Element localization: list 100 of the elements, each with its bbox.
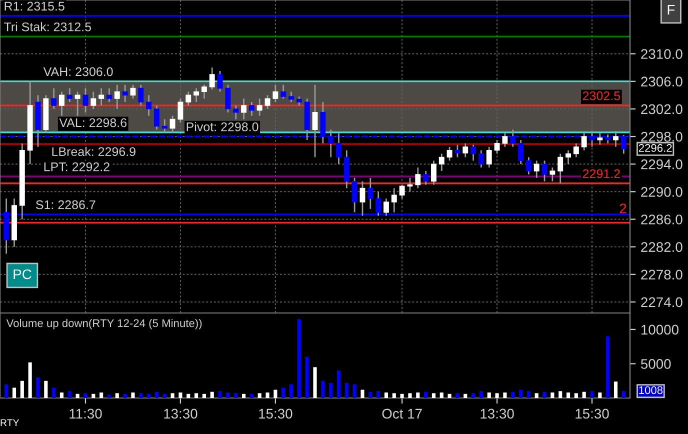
bar [218,391,222,398]
y-tick-label: 2298.0 [641,132,682,142]
y-tick-label: 2290.0 [641,186,682,197]
bar [456,393,460,398]
bar [566,392,570,398]
candlestick [256,98,262,117]
candlestick [423,170,429,186]
bar [519,390,523,398]
bar [511,392,515,398]
candlestick [384,198,389,216]
candlestick [201,84,207,100]
bar [194,393,198,398]
text: 2296.2 [638,144,672,152]
bar [558,391,562,398]
bar [84,393,88,398]
candlestick [573,142,579,158]
candlestick [264,94,270,110]
candlestick [494,139,500,154]
candlestick [566,150,571,165]
bar [266,392,270,398]
bar [598,392,602,398]
candlestick [550,166,556,182]
bar [36,377,40,398]
bar [282,388,286,398]
bar [408,393,412,398]
bar [92,394,96,398]
bar [432,393,436,398]
y-tick-label: 2306.0 [641,76,682,87]
candlestick [98,88,104,106]
candlestick [217,70,223,92]
bar [368,392,372,398]
candlestick [66,88,72,103]
candlestick [526,156,532,176]
bar [234,393,238,398]
bar [550,392,554,398]
candlestick [170,115,176,134]
bar [170,393,174,398]
ref-line-label: 2302.5 [582,91,620,100]
ref-line-label: 2291.2 [582,169,620,178]
candlestick [154,104,160,130]
candlestick [162,118,168,134]
bar [614,382,618,398]
bar [60,392,64,398]
candlestick [478,150,484,168]
ref-line-label: S1: 2286.7 [36,200,96,210]
y-tick-label: 2274.0 [641,297,682,308]
candlestick [581,132,587,151]
x-tick-label: Oct 17 [382,408,422,419]
candlestick [82,88,88,114]
bar [226,392,230,398]
candlestick [454,144,460,158]
bar [4,384,8,398]
candlestick [430,160,436,186]
y-tick-label: 2310.0 [641,49,682,59]
candlestick [51,88,57,110]
bar [274,390,278,398]
x-tick-label: 11:30 [70,408,102,419]
x-tick-label: 15:30 [576,408,609,419]
candlestick [502,132,508,148]
candlestick [407,177,413,192]
bar [139,393,143,398]
bar [115,393,119,398]
bar [178,392,182,398]
ref-line-label: LPT: 2292.2 [44,162,110,172]
bar [186,394,190,398]
ref-line-label: Pivot: 2298.0 [186,122,258,132]
candlestick [486,146,492,168]
bar [487,392,491,398]
bar [352,384,356,398]
y-tick-label: 2282.0 [641,242,682,252]
y-tick-label: 2286.0 [641,214,682,224]
candlestick [613,130,618,148]
bar [313,367,317,398]
text: RTY [0,419,20,426]
bar [606,336,610,398]
bar [154,392,158,398]
text: F [668,4,675,15]
bar [12,388,16,398]
candlestick [518,139,524,165]
candlestick [415,166,421,189]
ref-line-label: VAL: 2298.6 [59,118,126,128]
y-tick-label: 2302.0 [641,104,682,114]
bar [123,394,127,398]
y-tick-label: 5000 [640,359,671,369]
candlestick [59,91,64,117]
annotation: PC [14,269,32,280]
bar [495,393,499,398]
candlestick [74,91,80,117]
bar [582,392,586,398]
text: 1008 [639,386,663,394]
candlestick [288,91,294,103]
bar [107,394,111,398]
y-tick-label: 10000 [641,324,678,335]
bar [321,380,325,398]
candlestick [534,160,540,179]
candlestick [146,94,152,117]
bar [76,394,80,398]
candlestick [209,66,215,90]
bar [392,393,396,398]
candlestick [438,153,444,172]
